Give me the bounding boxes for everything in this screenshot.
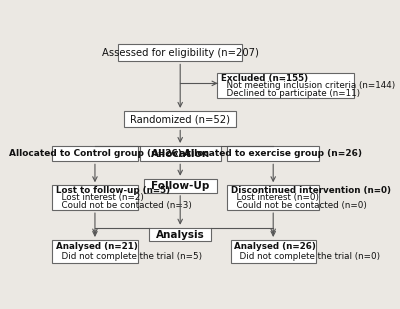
FancyBboxPatch shape xyxy=(140,146,220,161)
FancyBboxPatch shape xyxy=(228,146,319,161)
Text: Discontinued intervention (n=0): Discontinued intervention (n=0) xyxy=(231,186,391,195)
FancyBboxPatch shape xyxy=(118,44,242,61)
Text: Randomized (n=52): Randomized (n=52) xyxy=(130,114,230,124)
Text: Analysis: Analysis xyxy=(156,230,204,239)
FancyBboxPatch shape xyxy=(124,111,236,128)
FancyBboxPatch shape xyxy=(230,240,316,263)
Text: Lost interest (n=0): Lost interest (n=0) xyxy=(231,193,319,202)
Text: Lost interest (n=2): Lost interest (n=2) xyxy=(56,193,144,202)
FancyBboxPatch shape xyxy=(218,73,354,98)
FancyBboxPatch shape xyxy=(52,146,138,161)
Text: Allocation: Allocation xyxy=(151,149,210,159)
FancyBboxPatch shape xyxy=(52,185,138,210)
Text: Allocated to exercise group (n=26): Allocated to exercise group (n=26) xyxy=(184,149,362,158)
FancyBboxPatch shape xyxy=(228,185,319,210)
Text: Assessed for eligibility (n=207): Assessed for eligibility (n=207) xyxy=(102,48,259,57)
Text: Follow-Up: Follow-Up xyxy=(151,181,209,191)
Text: Declined to participate (n=11): Declined to participate (n=11) xyxy=(221,89,360,98)
Text: Not meeting inclusion criteria (n=144): Not meeting inclusion criteria (n=144) xyxy=(221,81,395,90)
Text: Analysed (n=26): Analysed (n=26) xyxy=(234,242,316,251)
Text: Did not complete the trial (n=5): Did not complete the trial (n=5) xyxy=(56,252,202,260)
Text: Allocated to Control group (n=26): Allocated to Control group (n=26) xyxy=(8,149,181,158)
Text: Could not be contacted (n=0): Could not be contacted (n=0) xyxy=(231,201,367,210)
FancyBboxPatch shape xyxy=(149,228,211,241)
Text: Analysed (n=21): Analysed (n=21) xyxy=(56,242,138,251)
Text: Could not be contacted (n=3): Could not be contacted (n=3) xyxy=(56,201,192,210)
Text: Excluded (n=155): Excluded (n=155) xyxy=(221,74,308,83)
Text: Did not complete the trial (n=0): Did not complete the trial (n=0) xyxy=(234,252,380,260)
FancyBboxPatch shape xyxy=(144,179,217,193)
FancyBboxPatch shape xyxy=(52,240,138,263)
Text: Lost to follow-up (n=5): Lost to follow-up (n=5) xyxy=(56,186,170,195)
